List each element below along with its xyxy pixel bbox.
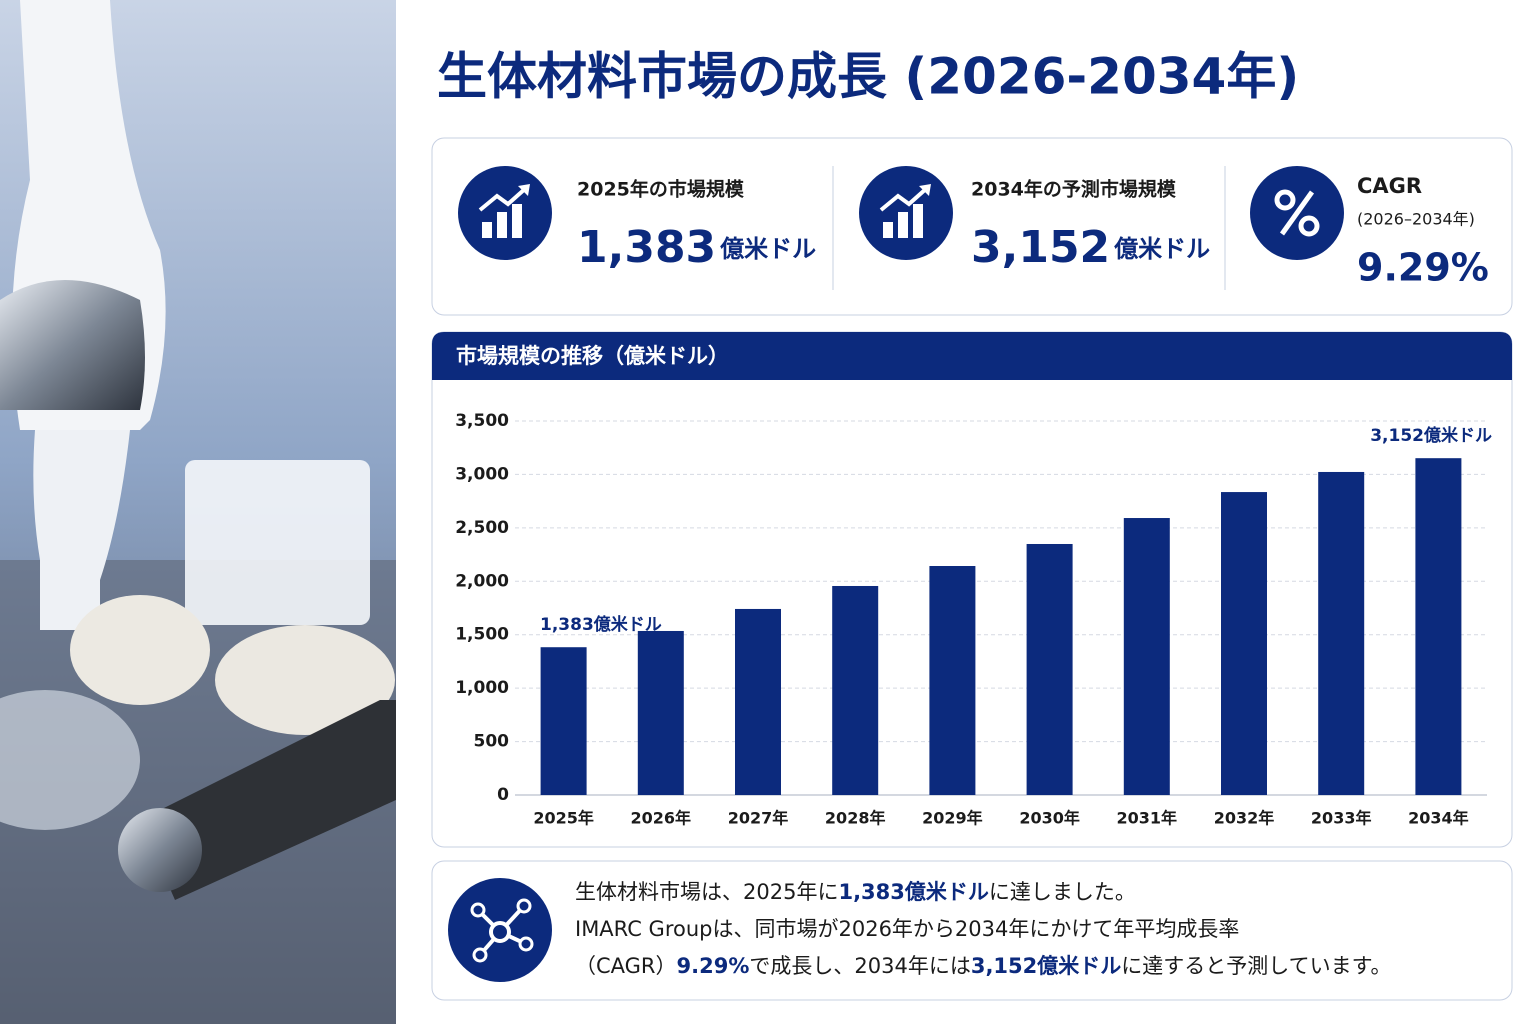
x-tick-label: 2026年 <box>631 809 692 828</box>
bar <box>1123 518 1170 795</box>
y-tick-label: 500 <box>474 732 510 752</box>
kpi-sublabel: (2026–2034年) <box>1357 210 1475 229</box>
growth-icon <box>859 166 953 260</box>
highlight: 1,383億米ドル <box>838 880 988 904</box>
summary-line: IMARC Groupは、同市場が2026年から2034年にかけて年平均成長率 <box>575 917 1239 941</box>
chart-title: 市場規模の推移（億米ドル） <box>456 344 729 368</box>
summary-card <box>431 860 1513 1001</box>
x-tick-label: 2031年 <box>1117 809 1178 828</box>
x-tick-label: 2028年 <box>825 809 886 828</box>
x-tick-label: 2034年 <box>1408 809 1469 828</box>
y-tick-label: 2,000 <box>455 571 509 591</box>
kpi-label: 2025年の市場規模 <box>577 178 745 201</box>
page-title: 生体材料市場の成長 (2026-2034年) <box>437 48 1299 106</box>
plot: 0 500 1,000 1,500 2,000 2,500 3,000 3,500 2025年 1… <box>455 411 1492 828</box>
text-segment: （CAGR） <box>575 954 677 978</box>
bar <box>540 647 587 795</box>
bar <box>1415 458 1462 795</box>
x-tick-label: 2027年 <box>728 809 789 828</box>
bar <box>929 566 976 795</box>
text-segment: IMARC Groupは、同市場が2026年から2034年にかけて年平均成長率 <box>575 917 1239 941</box>
y-tick-label: 1,000 <box>455 678 509 698</box>
kpi-label: CAGR <box>1357 174 1422 198</box>
photo-panel <box>0 0 396 1024</box>
summary-line: 生体材料市場は、2025年に1,383億米ドルに達しました。 <box>575 880 1136 904</box>
value-label: 1,383億米ドル <box>540 614 662 635</box>
network-icon <box>448 878 552 982</box>
kpi-value: 1,383 億米ドル <box>577 222 816 273</box>
bar <box>1221 492 1267 795</box>
bar <box>1318 471 1365 795</box>
bar <box>637 630 684 795</box>
value-label: 3,152億米ドル <box>1370 425 1492 446</box>
kpi-card <box>431 137 1513 316</box>
y-tick-label: 3,500 <box>455 411 509 431</box>
y-tick-label: 0 <box>497 785 509 805</box>
growth-icon <box>458 166 552 260</box>
x-tick-label: 2032年 <box>1214 809 1275 828</box>
bar <box>1026 543 1073 795</box>
y-tick-label: 2,500 <box>455 518 509 538</box>
x-tick-label: 2025年 <box>533 809 594 828</box>
highlight: 9.29% <box>677 954 750 978</box>
x-tick-label: 2030年 <box>1019 809 1080 828</box>
percent-icon <box>1250 166 1344 260</box>
kpi-value: 3,152 億米ドル <box>971 222 1210 273</box>
text-segment: 生体材料市場は、2025年に <box>575 880 838 904</box>
x-tick-label: 2033年 <box>1311 809 1372 828</box>
y-tick-label: 3,000 <box>455 464 509 484</box>
text-segment: に達しました。 <box>989 880 1136 904</box>
summary-line: （CAGR）9.29%で成長し、2034年には3,152億米ドルに達すると予測し… <box>575 954 1392 978</box>
x-tick-label: 2029年 <box>922 809 983 828</box>
text-segment: に達すると予測しています。 <box>1121 954 1391 978</box>
bar <box>735 608 781 795</box>
text-segment: で成長し、2034年には <box>749 954 970 978</box>
highlight: 3,152億米ドル <box>971 954 1121 978</box>
y-tick-label: 1,500 <box>455 625 509 645</box>
kpi-value: 9.29% <box>1357 246 1489 290</box>
chart-header <box>432 332 1512 380</box>
kpi-label: 2034年の予測市場規模 <box>971 178 1177 201</box>
bar <box>832 585 879 795</box>
summary: 生体材料市場は、2025年に1,383億米ドルに達しました。 IMARC Grou… <box>575 880 1392 978</box>
